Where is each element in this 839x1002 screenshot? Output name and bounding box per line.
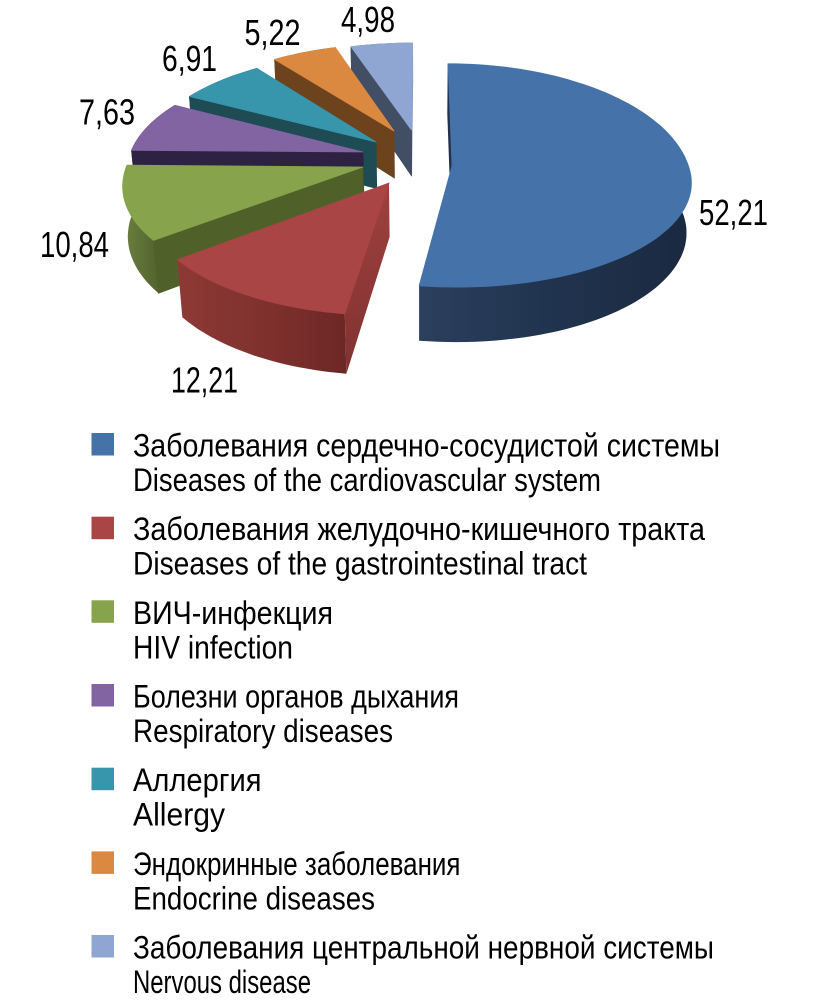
svg-text:52,21: 52,21 [699, 192, 768, 233]
svg-text:5,22: 5,22 [245, 12, 301, 53]
svg-text:Diseases of the gastrointestin: Diseases of the gastrointestinal tract [133, 546, 587, 582]
svg-text:6,91: 6,91 [162, 38, 217, 79]
svg-text:Allergy: Allergy [133, 797, 225, 833]
svg-text:Заболевания желудочно-кишечног: Заболевания желудочно-кишечного тракта [133, 511, 705, 547]
svg-text:Diseases of the cardiovascular: Diseases of the cardiovascular system [133, 462, 601, 498]
svg-text:Заболевания центральной нервно: Заболевания центральной нервной системы [133, 930, 714, 966]
svg-text:Nervous disease: Nervous disease [133, 964, 311, 1000]
svg-text:Заболевания сердечно-сосудисто: Заболевания сердечно-сосудистой системы [133, 428, 720, 464]
svg-text:4,98: 4,98 [341, 0, 395, 40]
svg-text:Аллергия: Аллергия [133, 762, 262, 798]
svg-text:7,63: 7,63 [79, 92, 135, 133]
svg-text:HIV infection: HIV infection [133, 629, 293, 665]
svg-text:Endocrine diseases: Endocrine diseases [133, 880, 375, 916]
svg-text:10,84: 10,84 [40, 224, 109, 265]
svg-text:Болезни органов дыхания: Болезни органов дыхания [133, 679, 459, 715]
svg-text:ВИЧ-инфекция: ВИЧ-инфекция [133, 595, 333, 631]
svg-text:Respiratory diseases: Respiratory diseases [133, 713, 393, 749]
svg-text:12,21: 12,21 [171, 360, 238, 401]
svg-text:Эндокринные заболевания: Эндокринные заболевания [133, 846, 461, 882]
